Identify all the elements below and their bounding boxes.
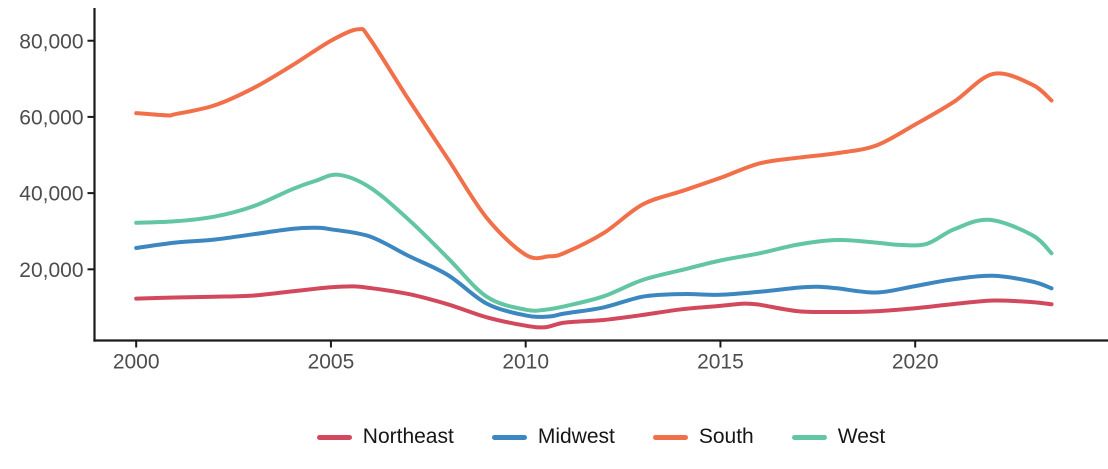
x-tick-label: 2005 — [308, 351, 355, 374]
legend-line-swatch-south — [652, 434, 688, 440]
line-series-south — [134, 27, 1054, 261]
legend-line-swatch-west — [791, 434, 827, 440]
line-series-midwest — [134, 225, 1054, 319]
legend-label-west: West — [837, 425, 886, 448]
legend-item-west: West — [791, 424, 886, 450]
legend-item-midwest: Midwest — [491, 424, 615, 450]
line-chart-canvas: 20,000 40,000 60,000 80,000 2000 2005 2010 2015… — [19, 8, 1108, 374]
x-tick-label: 2000 — [113, 351, 160, 374]
legend-line-swatch-midwest — [491, 434, 527, 440]
legend-label-northeast: Northeast — [362, 425, 454, 448]
legend-item-south: South — [652, 424, 754, 450]
y-tick-label: 20,000 — [19, 259, 83, 282]
legend-label-south: South — [698, 425, 754, 448]
y-tick-label: 60,000 — [19, 106, 83, 129]
line-series-west — [134, 172, 1054, 313]
y-tick-label: 40,000 — [19, 183, 83, 206]
legend-item-northeast: Northeast — [316, 424, 454, 450]
x-tick-label: 2015 — [697, 351, 744, 374]
chart-legend: Northeast Midwest South West — [94, 424, 1108, 450]
y-tick-label: 80,000 — [19, 30, 83, 53]
line-series-northeast — [134, 284, 1054, 330]
legend-label-midwest: Midwest — [537, 425, 615, 448]
x-tick-label: 2010 — [502, 351, 549, 374]
legend-line-swatch-northeast — [316, 434, 352, 440]
x-tick-label: 2020 — [892, 351, 939, 374]
